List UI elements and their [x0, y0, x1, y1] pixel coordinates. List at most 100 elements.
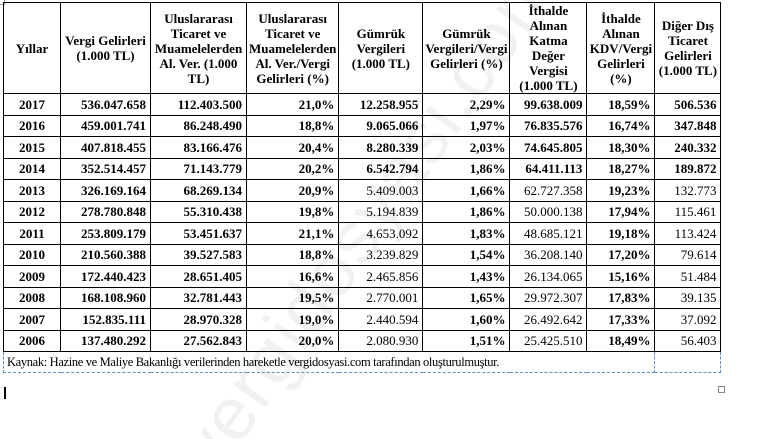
- cell-customs-duties: 5.194.839: [338, 200, 424, 223]
- cell-other-trade-revenue: 39.135: [654, 286, 722, 309]
- text-cursor: [4, 387, 6, 399]
- table-row: 2016 459.001.741 86.248.490 18,8% 9.065.…: [3, 114, 722, 137]
- header-other-trade-revenue: Diğer Dış Ticaret Gelirleri (1.000 TL): [654, 2, 722, 94]
- table-row: 2017 536.047.658 112.403.500 21,0% 12.25…: [3, 93, 722, 116]
- cell-intl-trade-share: 19,5%: [245, 286, 340, 309]
- cell-customs-duties: 3.239.829: [338, 243, 424, 266]
- cell-year: 2010: [3, 243, 61, 266]
- cell-import-vat: 29.972.307: [509, 286, 588, 309]
- cell-intl-trade-share: 20,0%: [245, 329, 340, 352]
- cell-import-vat-share: 18,49%: [586, 329, 656, 352]
- cell-import-vat-share: 17,20%: [586, 243, 656, 266]
- cell-tax-revenue: 326.169.164: [60, 179, 151, 202]
- cell-intl-trade-share: 18,8%: [245, 243, 340, 266]
- cell-other-trade-revenue: 51.484: [654, 265, 722, 288]
- table-row: 2014 352.514.457 71.143.779 20,2% 6.542.…: [3, 157, 722, 180]
- cell-year: 2006: [3, 329, 61, 352]
- cell-import-vat: 62.727.358: [509, 179, 588, 202]
- cell-tax-revenue: 352.514.457: [60, 157, 151, 180]
- header-import-vat: İthalde Alınan Katma Değer Vergisi (1.00…: [509, 2, 588, 94]
- cell-other-trade-revenue: 113.424: [654, 222, 722, 245]
- cell-customs-share: 1,83%: [422, 222, 511, 245]
- cell-intl-trade-share: 18,8%: [245, 114, 340, 137]
- table-row: 2015 407.818.455 83.166.476 20,4% 8.280.…: [3, 136, 722, 159]
- cell-import-vat-share: 17,33%: [586, 308, 656, 331]
- cell-intl-trade-taxes: 39.527.583: [150, 243, 247, 266]
- header-import-vat-share: İthalde Alınan KDV/Vergi Gelirleri (%): [586, 2, 656, 94]
- cell-import-vat: 50.000.138: [509, 200, 588, 223]
- cell-intl-trade-share: 21,1%: [245, 222, 340, 245]
- table-resize-handle[interactable]: [718, 386, 725, 393]
- cell-import-vat: 26.134.065: [509, 265, 588, 288]
- cell-tax-revenue: 152.835.111: [60, 308, 151, 331]
- cell-customs-duties: 2.465.856: [338, 265, 424, 288]
- cell-other-trade-revenue: 347.848: [654, 114, 722, 137]
- table-row: 2011 253.809.179 53.451.637 21,1% 4.653.…: [3, 222, 722, 245]
- cell-customs-share: 1,65%: [422, 286, 511, 309]
- cell-year: 2014: [3, 157, 61, 180]
- cell-tax-revenue: 137.480.292: [60, 329, 151, 352]
- cell-customs-duties: 8.280.339: [338, 136, 424, 159]
- cell-year: 2017: [3, 93, 61, 116]
- cell-customs-duties: 9.065.066: [338, 114, 424, 137]
- cell-import-vat-share: 19,18%: [586, 222, 656, 245]
- cell-import-vat: 26.492.642: [509, 308, 588, 331]
- cell-customs-duties: 2.080.930: [338, 329, 424, 352]
- cell-import-vat: 25.425.510: [509, 329, 588, 352]
- cell-customs-duties: 2.440.594: [338, 308, 424, 331]
- cell-import-vat: 99.638.009: [509, 93, 588, 116]
- cell-year: 2012: [3, 200, 61, 223]
- source-note-row: Kaynak: Hazine ve Maliye Bakanlığı veril…: [2, 351, 722, 373]
- source-note[interactable]: Kaynak: Hazine ve Maliye Bakanlığı veril…: [2, 351, 656, 373]
- cell-import-vat-share: 16,74%: [586, 114, 656, 137]
- cell-intl-trade-taxes: 28.970.328: [150, 308, 247, 331]
- cell-customs-duties: 4.653.092: [338, 222, 424, 245]
- cell-intl-trade-taxes: 112.403.500: [150, 93, 247, 116]
- cell-import-vat-share: 18,27%: [586, 157, 656, 180]
- cell-other-trade-revenue: 132.773: [654, 179, 722, 202]
- cell-tax-revenue: 172.440.423: [60, 265, 151, 288]
- cell-customs-share: 1,51%: [422, 329, 511, 352]
- cell-import-vat: 76.835.576: [509, 114, 588, 137]
- table-row: 2009 172.440.423 28.651.405 16,6% 2.465.…: [3, 265, 722, 288]
- cell-intl-trade-share: 20,4%: [245, 136, 340, 159]
- cell-other-trade-revenue: 56.403: [654, 329, 722, 352]
- cell-year: 2015: [3, 136, 61, 159]
- cell-intl-trade-taxes: 28.651.405: [150, 265, 247, 288]
- cell-intl-trade-taxes: 27.562.843: [150, 329, 247, 352]
- header-row: Yıllar Vergi Gelirleri (1.000 TL) Ulusla…: [3, 2, 722, 94]
- cell-customs-share: 1,97%: [422, 114, 511, 137]
- cell-year: 2013: [3, 179, 61, 202]
- cell-intl-trade-taxes: 83.166.476: [150, 136, 247, 159]
- cell-import-vat-share: 18,59%: [586, 93, 656, 116]
- cell-year: 2008: [3, 286, 61, 309]
- cell-customs-share: 1,60%: [422, 308, 511, 331]
- empty-footer-cell[interactable]: [654, 351, 722, 373]
- header-customs-share: Gümrük Vergileri/Vergi Gelirleri (%): [422, 2, 511, 94]
- cell-import-vat-share: 15,16%: [586, 265, 656, 288]
- cell-intl-trade-taxes: 55.310.438: [150, 200, 247, 223]
- cell-import-vat: 48.685.121: [509, 222, 588, 245]
- header-customs-duties: Gümrük Vergileri (1.000 TL): [338, 2, 424, 94]
- cell-tax-revenue: 278.780.848: [60, 200, 151, 223]
- table-row: 2006 137.480.292 27.562.843 20,0% 2.080.…: [3, 329, 722, 352]
- header-intl-trade-share: Uluslararası Ticaret ve Muamelelerden Al…: [245, 2, 340, 94]
- cell-customs-duties: 6.542.794: [338, 157, 424, 180]
- cell-customs-share: 1,86%: [422, 200, 511, 223]
- cell-tax-revenue: 459.001.741: [60, 114, 151, 137]
- cell-import-vat-share: 17,94%: [586, 200, 656, 223]
- cell-customs-share: 1,54%: [422, 243, 511, 266]
- cell-intl-trade-taxes: 86.248.490: [150, 114, 247, 137]
- cell-import-vat: 36.208.140: [509, 243, 588, 266]
- header-intl-trade-taxes: Uluslararası Ticaret ve Muamelelerden Al…: [150, 2, 247, 94]
- cell-import-vat-share: 19,23%: [586, 179, 656, 202]
- cell-intl-trade-share: 20,9%: [245, 179, 340, 202]
- cell-intl-trade-share: 21,0%: [245, 93, 340, 116]
- cell-other-trade-revenue: 240.332: [654, 136, 722, 159]
- header-years: Yıllar: [3, 2, 61, 94]
- cell-intl-trade-share: 16,6%: [245, 265, 340, 288]
- cell-other-trade-revenue: 79.614: [654, 243, 722, 266]
- table-row: 2008 168.108.960 32.781.443 19,5% 2.770.…: [3, 286, 722, 309]
- cell-import-vat-share: 18,30%: [586, 136, 656, 159]
